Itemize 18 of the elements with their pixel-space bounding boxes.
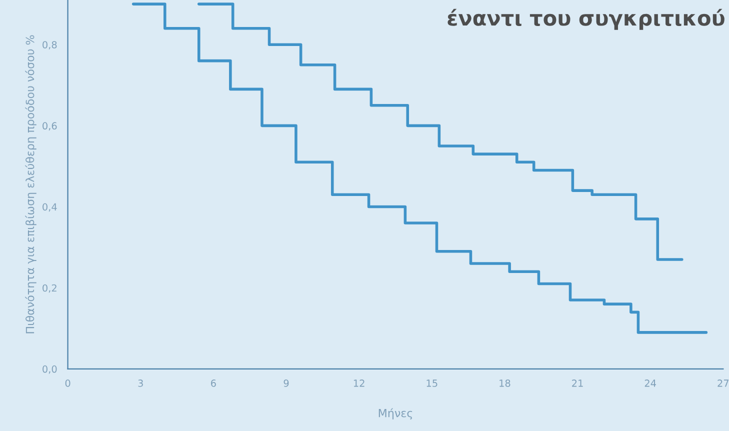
x-axis-title: Μήνες xyxy=(378,408,412,420)
x-tick-label: 12 xyxy=(354,380,364,387)
y-tick-label: 0,6 xyxy=(42,122,57,131)
x-tick-label: 18 xyxy=(500,380,510,387)
y-tick-label: 0,0 xyxy=(42,365,57,374)
y-tick-label: 0,4 xyxy=(42,203,57,212)
x-tick-label: 24 xyxy=(644,380,656,387)
x-tick-label: 21 xyxy=(572,380,583,387)
y-tick-label: 0,2 xyxy=(42,284,56,293)
x-tick-label: 0 xyxy=(65,380,70,387)
x-tick-label: 6 xyxy=(211,380,216,387)
x-tick-label: 15 xyxy=(426,380,438,387)
x-tick-label: 27 xyxy=(718,380,729,387)
x-tick-label: 3 xyxy=(138,380,143,387)
y-tick-label: 0,8 xyxy=(42,41,57,50)
y-axis-title: Πιθανότητα για επιβίωση ελεύθερη προόδου νόσου % xyxy=(25,35,36,334)
chart-title: έναντι του συγκριτικού xyxy=(448,8,724,30)
x-tick-label: 9 xyxy=(284,380,289,387)
